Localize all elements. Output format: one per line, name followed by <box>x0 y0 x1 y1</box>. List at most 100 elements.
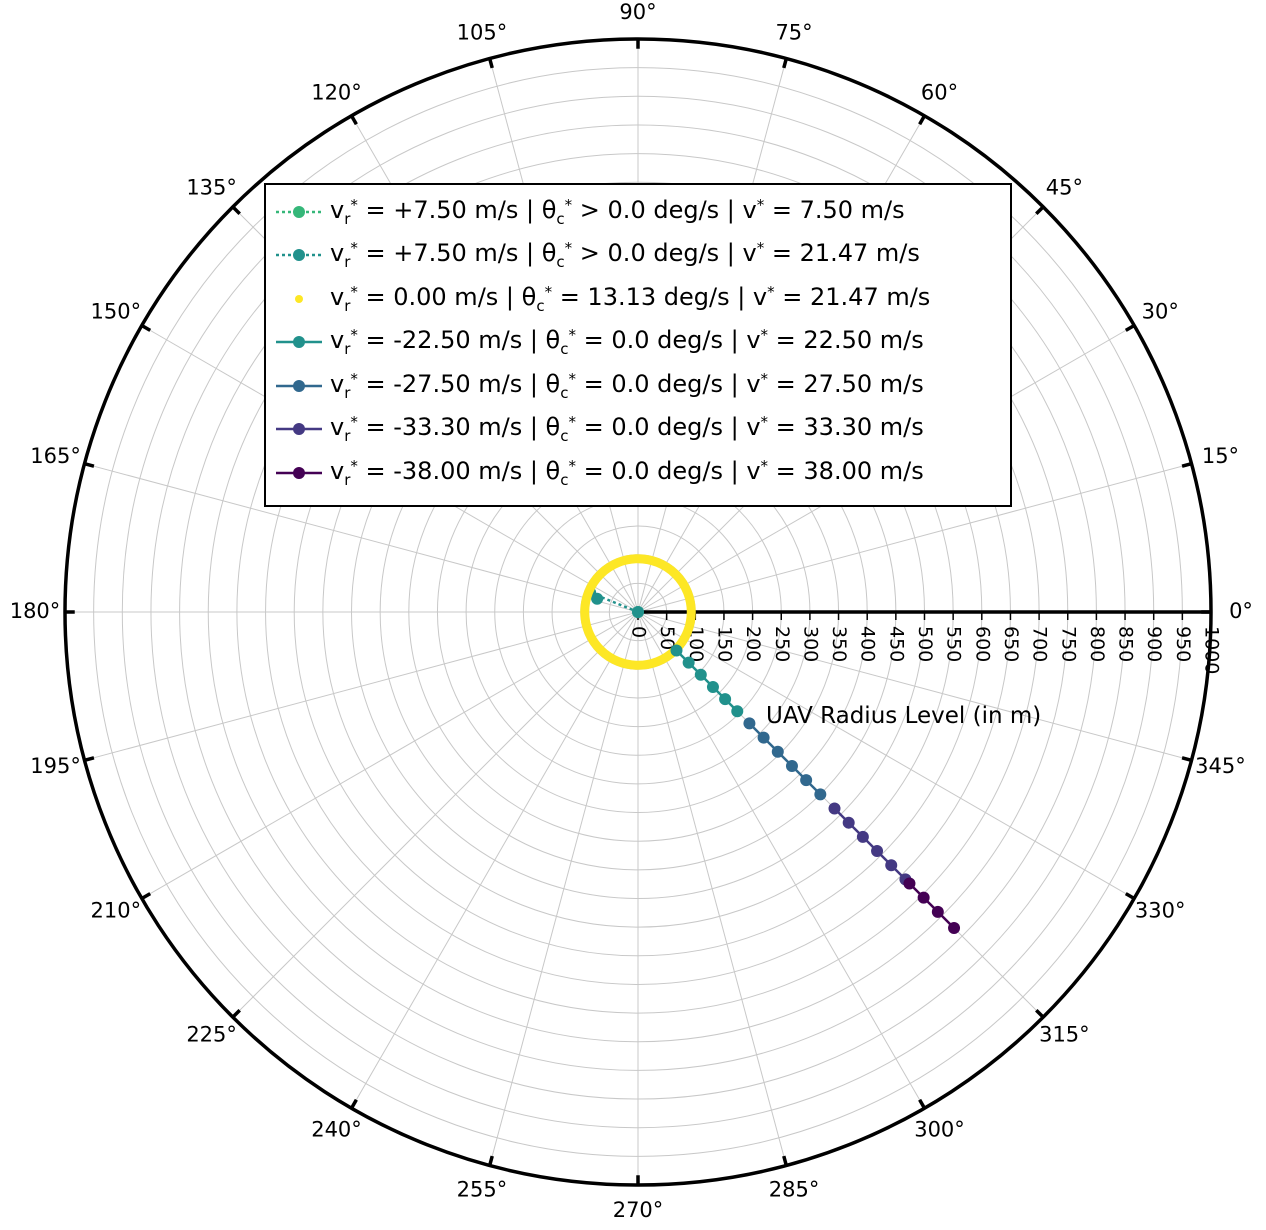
radial-tick-label: 450 <box>885 626 907 662</box>
data-point <box>885 859 898 872</box>
angular-tick-mark <box>918 1098 927 1110</box>
grid-spoke <box>84 611 639 761</box>
legend-label: vr* = +7.50 m/s | θc* > 0.0 deg/s | v* =… <box>330 195 905 228</box>
angular-tick-mark <box>140 892 152 901</box>
angular-tick-mark <box>1181 462 1192 468</box>
angular-tick-labels: 0° 15° 30° 45° 60° 75° 90° 105° 120° 135° 150° 165°… <box>10 0 1253 1222</box>
angular-tick-label: 255° <box>457 1178 508 1202</box>
legend-entry: vr* = 0.00 m/s | θc* = 13.13 deg/s | v* … <box>266 277 1010 321</box>
legend-swatch <box>276 205 322 218</box>
angular-tick-mark <box>84 462 95 468</box>
data-point <box>743 717 756 730</box>
data-point <box>757 731 770 744</box>
angular-tick-label: 315° <box>1039 1023 1090 1047</box>
data-point <box>814 788 827 801</box>
angular-tick-mark <box>918 114 927 126</box>
angular-tick-mark <box>1124 323 1136 332</box>
data-point <box>931 905 944 918</box>
angular-tick-label: 15° <box>1202 444 1239 468</box>
radial-axis-label: UAV Radius Level (in m) <box>766 703 1041 729</box>
series-7 <box>903 877 961 935</box>
angular-tick-label: 45° <box>1046 175 1083 199</box>
radial-tick-label: 350 <box>828 626 850 662</box>
radial-tick-label: 50 <box>656 626 678 650</box>
angular-tick-mark <box>1035 205 1045 215</box>
radial-tick-label: 1000 <box>1201 626 1223 674</box>
legend-entry: vr* = -38.00 m/s | θc* = 0.0 deg/s | v* … <box>266 451 1010 495</box>
series-4 <box>670 644 744 718</box>
radial-tick-label: 750 <box>1057 626 1079 662</box>
angular-tick-mark <box>231 1009 241 1019</box>
radial-tick-label: 400 <box>857 626 879 662</box>
angular-tick-mark <box>349 1098 358 1110</box>
angular-tick-label: 30° <box>1142 300 1179 324</box>
data-point <box>903 877 916 890</box>
angular-tick-label: 0° <box>1229 599 1253 623</box>
angular-tick-mark <box>1181 756 1192 762</box>
angular-tick-label: 195° <box>30 754 81 778</box>
legend-label: vr* = 0.00 m/s | θc* = 13.13 deg/s | v* … <box>330 282 931 315</box>
angular-tick-label: 240° <box>311 1118 362 1142</box>
series-3 <box>580 554 696 670</box>
legend-swatch <box>276 249 322 262</box>
angular-tick-label: 210° <box>90 899 141 923</box>
radial-tick-label: 900 <box>1143 626 1165 662</box>
series-line <box>908 882 955 929</box>
angular-tick-label: 150° <box>90 300 141 324</box>
angular-tick-label: 60° <box>921 80 958 104</box>
angular-tick-label: 330° <box>1135 899 1186 923</box>
legend-swatch <box>295 294 303 303</box>
angular-tick-label: 165° <box>30 444 81 468</box>
radial-tick-label: 500 <box>914 626 936 662</box>
angular-tick-label: 135° <box>186 175 237 199</box>
angular-tick-mark <box>231 205 241 215</box>
angular-tick-mark <box>349 114 358 126</box>
angular-tick-label: 180° <box>10 599 61 623</box>
radial-tick-label: 650 <box>1000 626 1022 662</box>
radial-tick-label: 300 <box>799 626 821 662</box>
angular-tick-label: 75° <box>775 20 812 44</box>
data-point <box>785 759 798 772</box>
grid-spoke <box>637 611 1135 899</box>
legend-label: vr* = -38.00 m/s | θc* = 0.0 deg/s | v* … <box>330 456 924 489</box>
legend-entry: vr* = -33.30 m/s | θc* = 0.0 deg/s | v* … <box>266 408 1010 452</box>
legend-entry: vr* = +7.50 m/s | θc* > 0.0 deg/s | v* =… <box>266 234 1010 278</box>
grid-spoke <box>489 611 639 1166</box>
data-point <box>771 745 784 758</box>
data-point <box>856 830 869 843</box>
data-point <box>842 816 855 829</box>
data-point <box>800 774 813 787</box>
legend-swatch <box>276 466 322 479</box>
grid-spoke <box>637 611 787 1166</box>
angular-tick-label: 345° <box>1195 754 1246 778</box>
radial-tick-label: 700 <box>1029 626 1051 662</box>
data-point <box>871 845 884 858</box>
grid-spoke <box>141 611 639 899</box>
angular-tick-label: 90° <box>619 0 656 24</box>
radial-tick-label: 600 <box>971 626 993 662</box>
angular-tick-label: 105° <box>457 20 508 44</box>
angular-tick-label: 300° <box>914 1118 965 1142</box>
legend-swatch <box>276 336 322 349</box>
legend: vr* = +7.50 m/s | θc* > 0.0 deg/s | v* =… <box>264 183 1012 507</box>
series-5 <box>743 717 827 801</box>
radial-tick-label: 800 <box>1086 626 1108 662</box>
data-point <box>591 592 604 605</box>
radial-tick-label: 200 <box>742 626 764 662</box>
grid-spoke <box>637 463 1192 613</box>
angular-tick-mark <box>782 58 788 69</box>
data-point <box>719 693 732 706</box>
angular-tick-mark <box>140 323 152 332</box>
legend-entry: vr* = +7.50 m/s | θc* > 0.0 deg/s | v* =… <box>266 190 1010 234</box>
angular-tick-label: 270° <box>613 1198 664 1222</box>
legend-swatch <box>276 379 322 392</box>
radial-tick-label: 550 <box>943 626 965 662</box>
angular-tick-label: 285° <box>769 1178 820 1202</box>
radial-tick-label: 250 <box>771 626 793 662</box>
data-point <box>828 802 841 815</box>
angular-tick-mark <box>488 1155 494 1166</box>
angular-tick-mark <box>782 1155 788 1166</box>
data-point <box>948 922 961 935</box>
data-point <box>670 644 683 657</box>
